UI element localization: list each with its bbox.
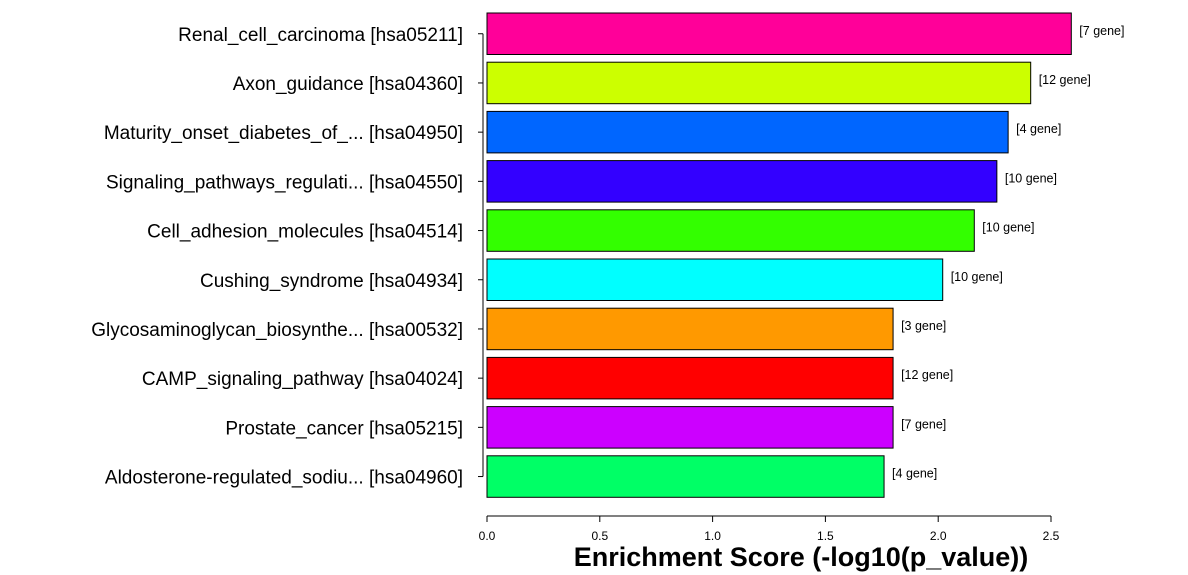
bar-gene-count-label: [12 gene] — [901, 368, 953, 382]
bar-gene-count-label: [10 gene] — [951, 270, 1003, 284]
bar — [486, 209, 975, 252]
x-tick-label: 0.5 — [591, 529, 608, 543]
bar — [486, 356, 894, 400]
bar-gene-count-label: [7 gene] — [901, 417, 946, 431]
x-tick-label: 2.5 — [1043, 529, 1060, 543]
category-label: CAMP_signaling_pathway [hsa04024] — [142, 369, 463, 390]
bar — [486, 12, 1072, 55]
category-label: Cushing_syndrome [hsa04934] — [200, 271, 463, 292]
x-axis: 0.0 0.5 1.0 1.5 2.0 2.5 — [479, 515, 1060, 543]
x-axis-title: Enrichment Score (-log10(p_value)) — [574, 542, 1029, 572]
category-label: Aldosterone-regulated_sodiu... [hsa04960… — [105, 468, 463, 489]
x-tick-label: 1.0 — [704, 529, 721, 543]
bar — [486, 61, 1032, 105]
bar — [486, 406, 894, 449]
x-tick-label: 2.0 — [930, 529, 947, 543]
bar-gene-count-label: [12 gene] — [1039, 73, 1091, 87]
bar — [486, 455, 885, 498]
bar — [486, 307, 894, 351]
category-label: Axon_guidance [hsa04360] — [233, 74, 463, 95]
category-label: Prostate_cancer [hsa05215] — [225, 418, 463, 439]
x-tick-label: 1.5 — [817, 529, 834, 543]
bar-gene-count-label: [4 gene] — [1016, 122, 1061, 136]
category-label: Glycosaminoglycan_biosynthe... [hsa00532… — [91, 320, 463, 341]
category-label: Cell_adhesion_molecules [hsa04514] — [147, 222, 463, 243]
bars: [7 gene] [12 gene] [4 gene] [10 gene] [10 ge… — [486, 12, 1124, 498]
bar — [486, 258, 944, 301]
category-label: Signaling_pathways_regulati... [hsa04550… — [106, 172, 463, 193]
bar — [486, 110, 1009, 154]
bar-gene-count-label: [10 gene] — [982, 221, 1034, 235]
bar — [486, 160, 998, 203]
bar-gene-count-label: [10 gene] — [1005, 171, 1057, 185]
x-tick-label: 0.0 — [479, 529, 496, 543]
bar-gene-count-label: [3 gene] — [901, 319, 946, 333]
y-axis: Renal_cell_carcinoma [hsa05211] Axon_guid… — [91, 25, 484, 489]
bar-gene-count-label: [4 gene] — [892, 467, 937, 481]
category-label: Renal_cell_carcinoma [hsa05211] — [178, 25, 463, 46]
category-label: Maturity_onset_diabetes_of_... [hsa04950… — [104, 123, 463, 144]
bar-gene-count-label: [7 gene] — [1079, 24, 1124, 38]
